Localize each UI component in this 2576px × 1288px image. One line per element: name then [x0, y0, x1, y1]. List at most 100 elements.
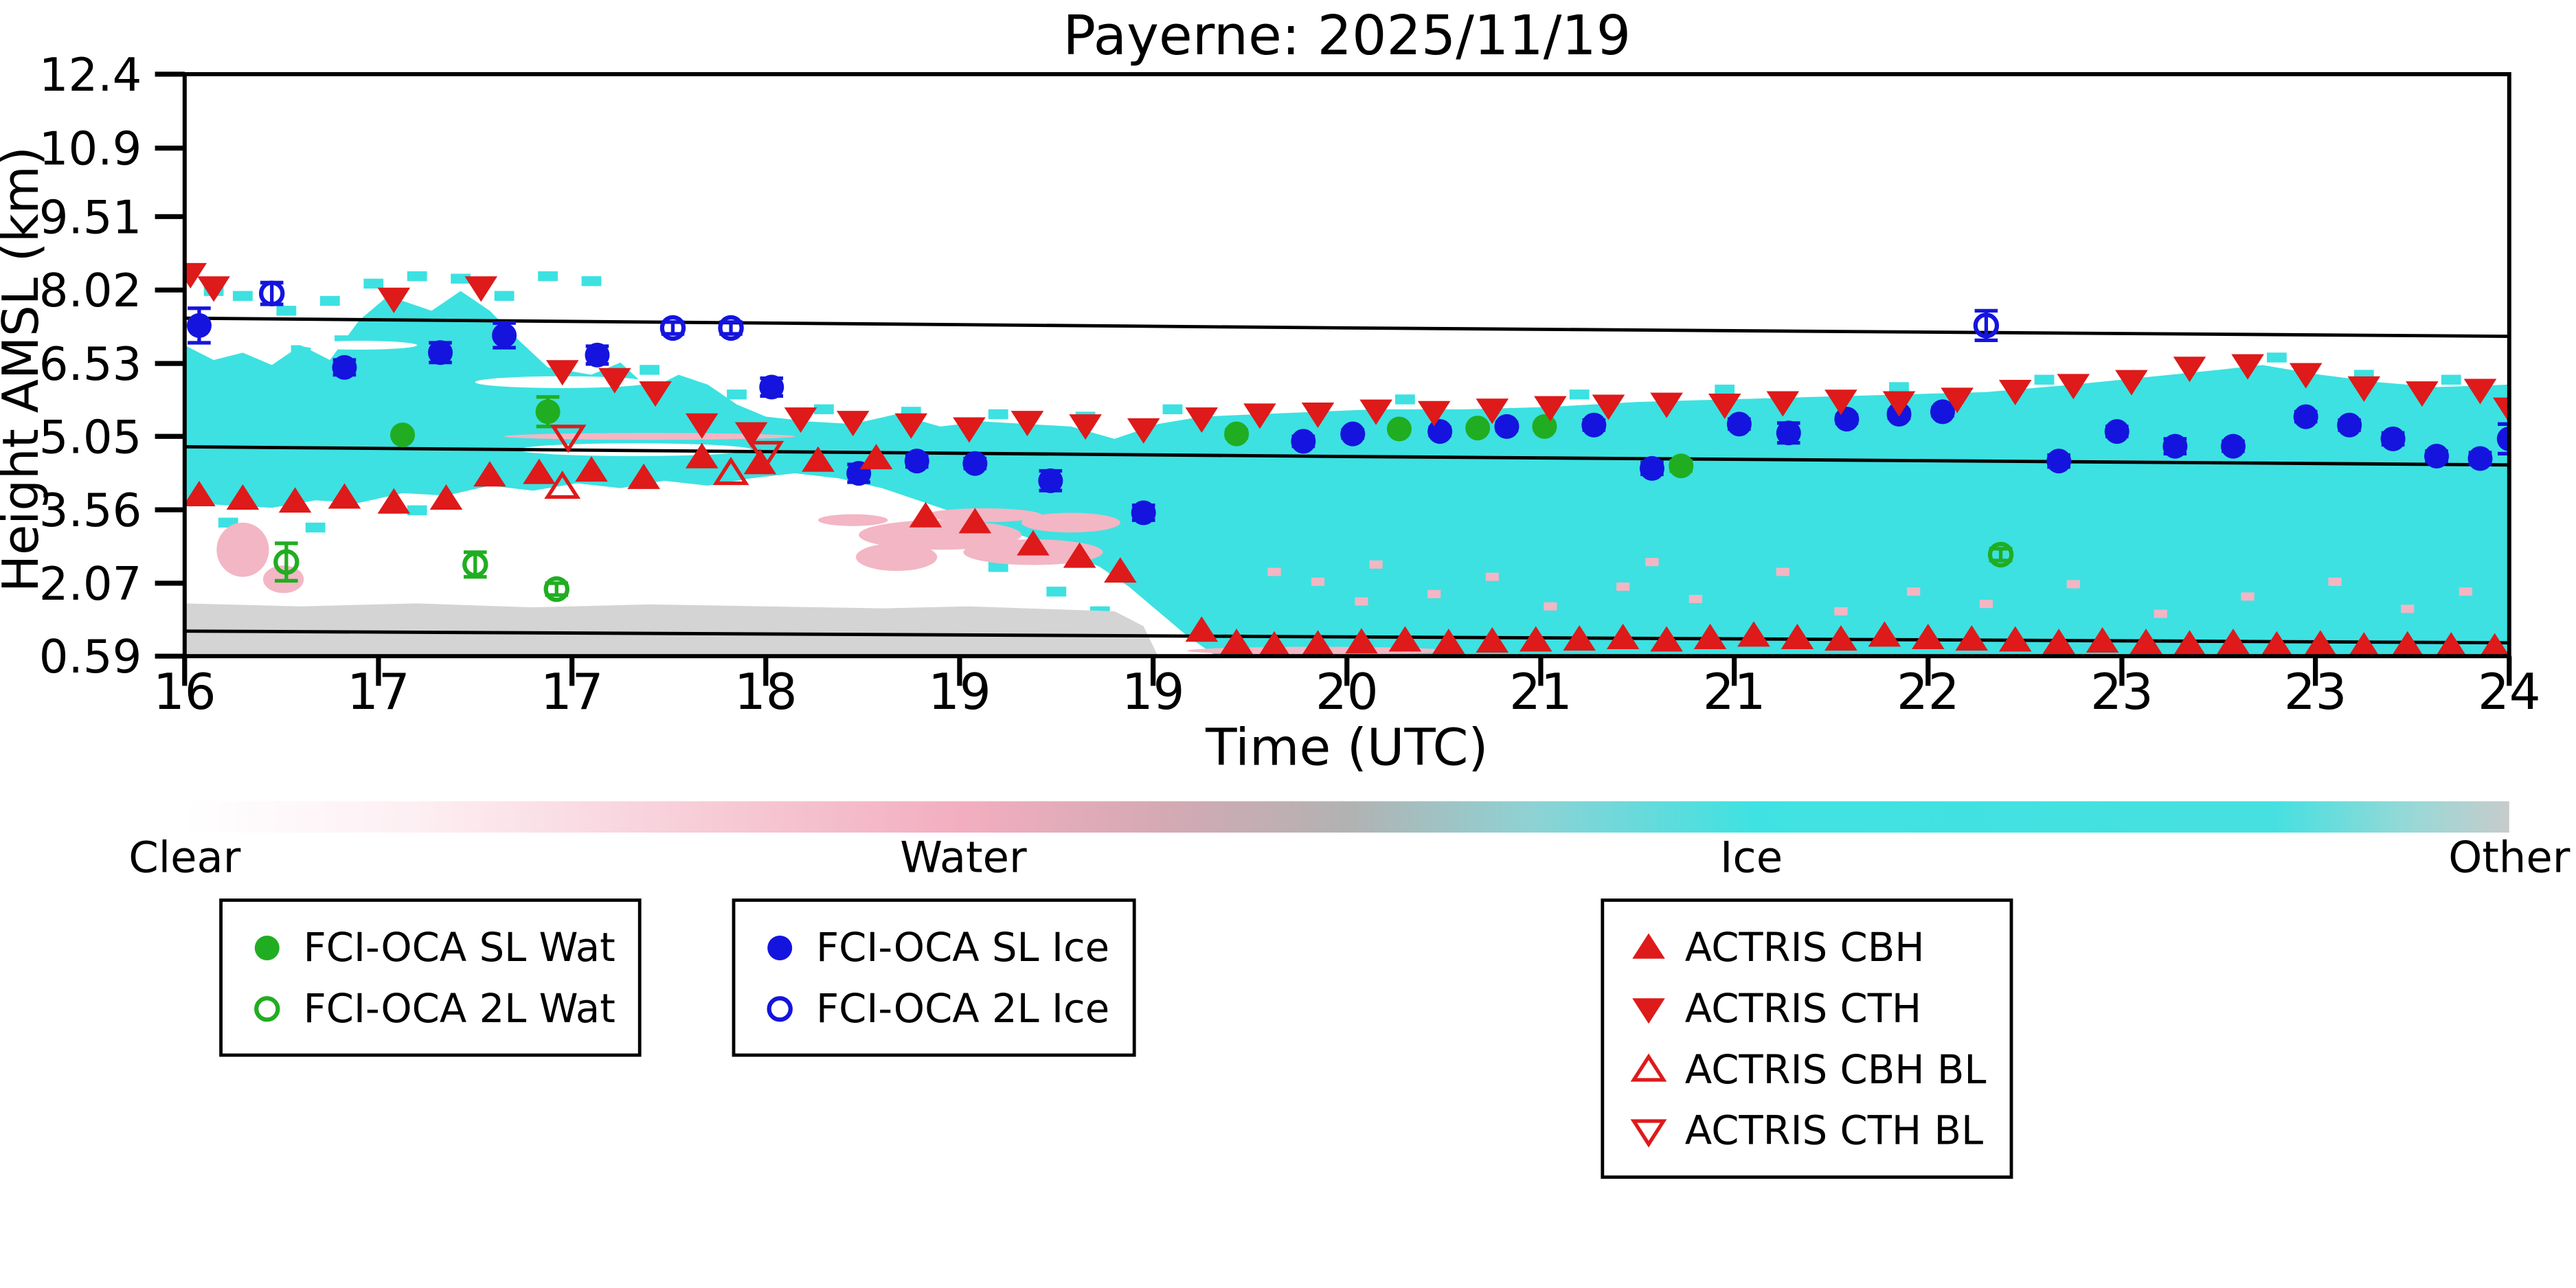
ice-speckle: [451, 273, 471, 284]
tri-down-open-icon: [1630, 1118, 1667, 1147]
circle-open-icon: [254, 995, 280, 1021]
data-point: [734, 422, 768, 448]
ice-speckle: [581, 276, 602, 286]
data-point: [1185, 616, 1219, 642]
data-point: [2057, 374, 2090, 400]
water-patch: [1021, 512, 1120, 533]
plot-area: 0.59 2.07 3.56 5.05 6.53 8.02 9.51 10.9 12.4 16 17…: [39, 48, 2541, 721]
data-point: [1998, 379, 2032, 405]
data-point: [1650, 392, 1683, 418]
x-tick-label: 19: [1122, 663, 1185, 721]
data-point: [953, 417, 986, 443]
data-point: [718, 315, 744, 341]
data-point: [2231, 354, 2264, 380]
y-tick-label: 5.05: [39, 410, 142, 464]
data-point: [767, 995, 793, 1021]
data-point: [429, 484, 463, 510]
ice-speckle: [1889, 382, 1909, 392]
data-point: [543, 576, 569, 602]
water-speckle: [1267, 567, 1281, 576]
data-point: [462, 552, 488, 578]
data-point: [1781, 623, 1814, 649]
data-point: [1494, 414, 1519, 439]
legend-item: ACTRIS CBH BL: [1627, 1039, 1986, 1100]
ice-speckle: [2267, 352, 2287, 363]
chart-title: Payerne: 2025/11/19: [1063, 3, 1631, 68]
data-point: [1639, 455, 1664, 481]
water-speckle: [1645, 558, 1659, 567]
data-point: [1017, 530, 1050, 556]
data-point: [712, 456, 749, 486]
data-point: [332, 354, 357, 380]
data-point: [1127, 418, 1160, 444]
data-point: [1693, 623, 1727, 649]
data-point: [958, 508, 992, 534]
data-point: [2337, 412, 2362, 438]
data-point: [1345, 628, 1378, 654]
ice-speckle: [640, 365, 660, 375]
data-point: [1063, 542, 1096, 568]
data-point: [1708, 394, 1741, 420]
data-point: [1766, 391, 1800, 417]
data-point: [1432, 629, 1465, 655]
y-tick-label: 9.51: [39, 190, 142, 244]
x-tick-label: 18: [734, 663, 798, 721]
data-point: [685, 442, 719, 468]
data-point: [1291, 429, 1316, 454]
data-point: [1650, 626, 1683, 652]
data-point: [598, 368, 631, 394]
data-point: [1359, 399, 1392, 425]
x-tick-label: 24: [2478, 663, 2541, 721]
ice-speckle: [276, 306, 297, 316]
water-speckle: [2328, 577, 2342, 586]
water-patch: [216, 522, 269, 577]
ice-speckle: [814, 404, 834, 415]
data-point: [1069, 414, 1102, 440]
colorbar: [184, 801, 2509, 833]
data-point: [1427, 419, 1453, 444]
colorbar-label-clear: Clear: [128, 834, 241, 884]
data-point: [254, 934, 280, 960]
colorbar-label-ice: Ice: [1720, 834, 1783, 884]
x-tick-label: 23: [2090, 663, 2154, 721]
water-patch: [855, 543, 938, 572]
blue-open-circle-icon: [758, 988, 801, 1028]
data-point: [1131, 500, 1156, 526]
x-tick-label: 22: [1897, 663, 1960, 721]
data-point: [1776, 420, 1801, 446]
data-point: [1632, 932, 1665, 958]
data-point: [2347, 376, 2381, 402]
data-point: [1581, 412, 1607, 438]
data-point: [1519, 626, 1552, 652]
data-point: [1465, 416, 1491, 441]
ice-speckle: [1046, 587, 1067, 597]
legend-fci-oca-water: FCI-OCA SL Wat FCI-OCA 2L Wat: [219, 899, 642, 1057]
y-tick-label: 8.02: [39, 264, 142, 317]
water-patch: [925, 508, 1042, 523]
data-point: [550, 425, 587, 453]
data-point: [2129, 629, 2162, 655]
data-point: [1630, 1052, 1667, 1081]
water-speckle: [1485, 572, 1499, 581]
legend-item: ACTRIS CTH BL: [1627, 1100, 1987, 1161]
data-point: [1630, 1118, 1667, 1147]
ice-speckle: [407, 505, 427, 516]
ice-speckle: [1569, 389, 1590, 400]
data-point: [2046, 449, 2072, 474]
data-point: [258, 280, 285, 306]
data-point: [1737, 621, 1770, 647]
data-point: [184, 480, 216, 506]
data-point: [2173, 357, 2206, 383]
data-point: [1532, 414, 1557, 439]
data-point: [544, 471, 581, 499]
model-level-line: [184, 316, 2509, 338]
tri-down-filled-icon: [1632, 997, 1665, 1024]
data-point: [254, 995, 280, 1021]
ice-speckle: [407, 271, 427, 282]
data-point: [1224, 421, 1250, 447]
data-point: [659, 315, 686, 341]
data-point: [1563, 625, 1596, 651]
x-tick-label: 16: [153, 663, 216, 721]
legend-item: FCI-OCA 2L Wat: [246, 978, 615, 1039]
legend-item: FCI-OCA SL Ice: [758, 916, 1109, 978]
